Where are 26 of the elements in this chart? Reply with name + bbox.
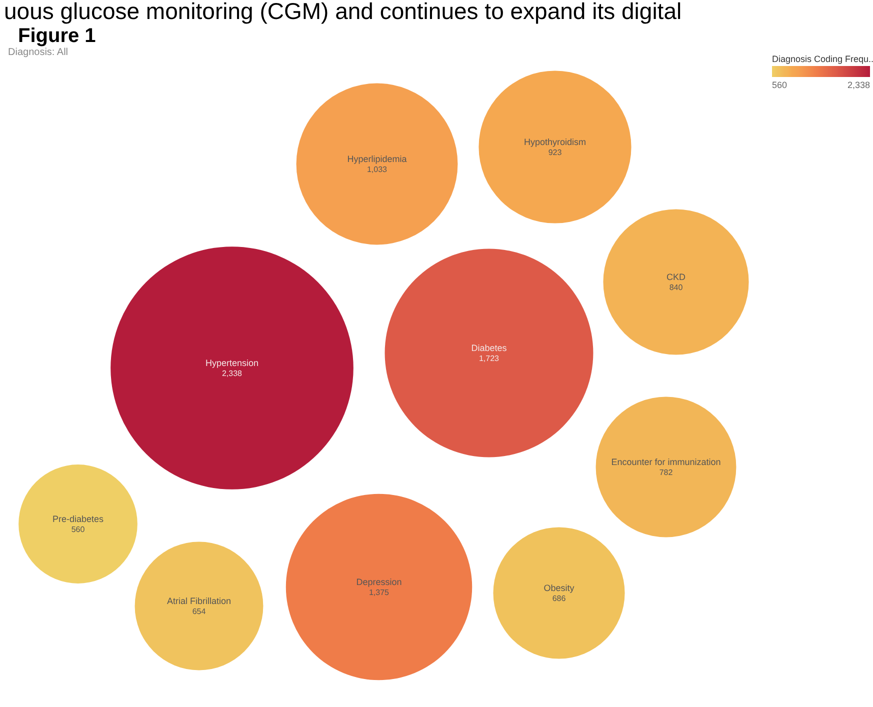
category-label: Encounter for immunization [611, 457, 721, 467]
category-label: Atrial Fibrillation [166, 596, 232, 606]
data-label: 840 [669, 283, 684, 292]
text: Diagnosis: All [8, 47, 68, 58]
data-label: 923 [548, 148, 562, 157]
category-label: Obesity [544, 583, 575, 593]
text: 560 [772, 80, 788, 90]
text: uous glucose monitoring (CGM) and continues to expand its digital [4, 0, 682, 24]
data-label: 2,338 [222, 369, 243, 378]
data-label: 1,723 [478, 354, 500, 363]
data-label: 1,375 [368, 588, 390, 597]
data-label: 560 [71, 525, 86, 534]
category-label: Diabetes [471, 343, 508, 353]
text: 2,338 [847, 80, 870, 90]
text: Figure 1 [18, 25, 96, 47]
category-label: Hyperlipidemia [347, 154, 407, 164]
data-label: 686 [552, 594, 566, 603]
category-label: Pre-diabetes [52, 514, 104, 524]
data-label: 782 [659, 468, 674, 477]
data-label: 654 [192, 607, 206, 616]
data-label: 1,033 [366, 165, 388, 174]
category-label: Depression [356, 577, 402, 587]
color-bar-title: Diagnosis Coding Frequ.. [772, 54, 873, 64]
category-label: CKD [666, 272, 686, 282]
category-label: Hypothyroidism [524, 137, 586, 147]
category-label: Hypertension [205, 358, 259, 368]
